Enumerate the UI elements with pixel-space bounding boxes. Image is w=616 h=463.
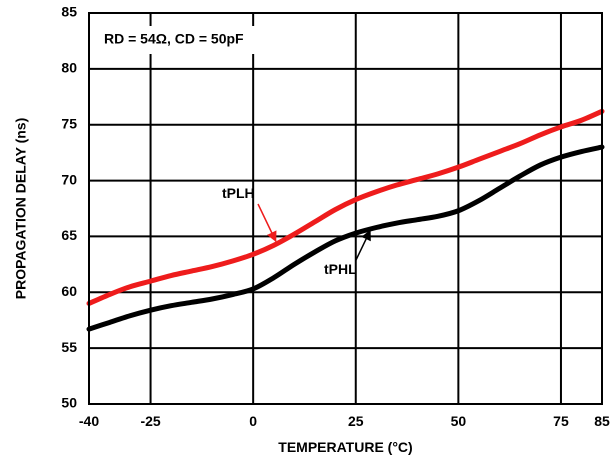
x-tick-label: -40 <box>79 413 99 429</box>
annotation-arrow-tphl <box>355 229 371 261</box>
x-tick-label: 0 <box>249 413 257 429</box>
grid-lines <box>89 13 602 404</box>
annotation-tplh: tPLH <box>222 185 255 201</box>
condition-label-box <box>96 26 306 54</box>
y-tick-label: 80 <box>61 60 77 76</box>
x-axis-title: TEMPERATURE (°C) <box>278 439 412 455</box>
y-tick-label: 60 <box>61 283 77 299</box>
y-tick-label: 75 <box>61 115 77 131</box>
plot-frame <box>88 12 603 405</box>
y-tick-label: 55 <box>61 339 77 355</box>
series-annotations: tPLH tPHL <box>222 185 371 277</box>
y-tick-label: 50 <box>61 395 77 411</box>
x-tick-label: -25 <box>140 413 160 429</box>
y-tick-label: 70 <box>61 171 77 187</box>
series-lines <box>86 108 605 332</box>
x-tick-label: 50 <box>451 413 467 429</box>
annotation-tphl: tPHL <box>324 261 357 277</box>
condition-label: RD = 54Ω, CD = 50pF <box>104 31 244 47</box>
y-tick-label: 85 <box>61 4 77 20</box>
series-line-tplh <box>86 108 605 306</box>
x-tick-label: 25 <box>348 413 364 429</box>
x-tick-label: 75 <box>553 413 569 429</box>
x-tick-label: 85 <box>594 413 610 429</box>
annotation-arrow-tplh <box>257 203 277 243</box>
y-tick-label: 65 <box>61 227 77 243</box>
series-line-tphl <box>86 144 605 332</box>
tick-labels: 50 55 60 65 70 75 80 85 -40 -25 0 25 50 75 85 <box>61 4 610 429</box>
y-axis-title: PROPAGATION DELAY (ns) <box>13 118 29 300</box>
